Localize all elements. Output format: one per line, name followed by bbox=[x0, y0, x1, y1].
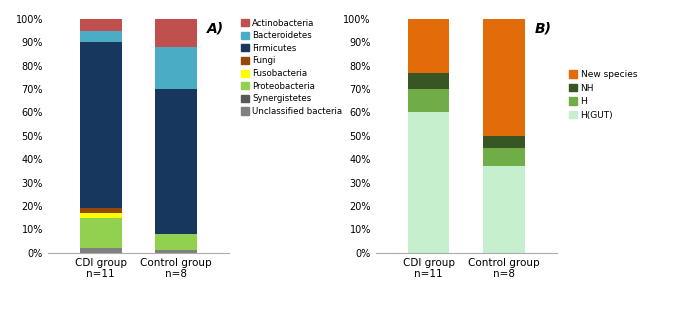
Legend: New species, NH, H, H(GUT): New species, NH, H, H(GUT) bbox=[569, 70, 637, 120]
Bar bbox=[155, 251, 197, 253]
Bar bbox=[80, 213, 121, 218]
Bar bbox=[155, 19, 197, 47]
Bar bbox=[408, 73, 449, 89]
Bar bbox=[80, 208, 121, 213]
Bar bbox=[80, 31, 121, 42]
Legend: Actinobacteria, Bacteroidetes, Firmicutes, Fungi, Fusobacteria, Proteobacteria, : Actinobacteria, Bacteroidetes, Firmicute… bbox=[241, 19, 342, 116]
Bar bbox=[408, 89, 449, 112]
Bar bbox=[155, 89, 197, 234]
Bar bbox=[80, 218, 121, 248]
Bar bbox=[483, 166, 525, 253]
Bar bbox=[408, 112, 449, 253]
Bar bbox=[80, 248, 121, 253]
Text: B): B) bbox=[534, 21, 551, 35]
Bar bbox=[155, 47, 197, 89]
Text: A): A) bbox=[206, 21, 223, 35]
Bar bbox=[408, 19, 449, 73]
Bar bbox=[483, 148, 525, 166]
Bar bbox=[80, 19, 121, 31]
Bar bbox=[155, 234, 197, 251]
Bar bbox=[483, 19, 525, 136]
Bar bbox=[80, 42, 121, 208]
Bar bbox=[483, 136, 525, 148]
